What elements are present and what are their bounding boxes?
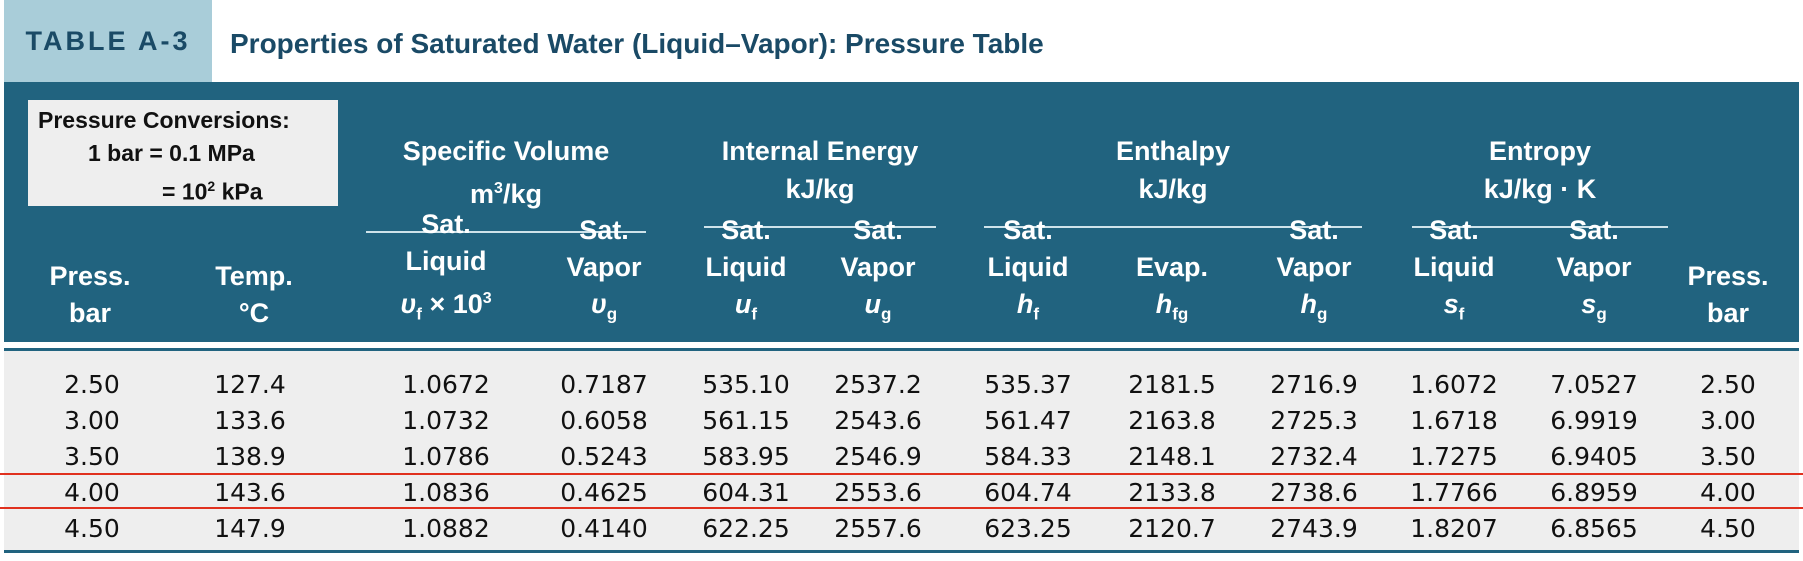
cell-press: 2.50 <box>64 370 120 399</box>
cell-temp: 138.9 <box>214 442 286 471</box>
cell-ug: 2546.9 <box>834 442 922 471</box>
cell-vg: 0.7187 <box>560 370 648 399</box>
cell-sf: 1.7766 <box>1410 478 1498 507</box>
conversion-line-mpa: 1 bar = 0.1 MPa <box>88 140 255 166</box>
group-entropy: Entropy kJ/kg · K <box>1412 132 1668 228</box>
cell-temp: 143.6 <box>214 478 286 507</box>
highlight-line-bottom <box>0 507 1803 509</box>
cell-vf: 1.0732 <box>402 406 490 435</box>
cell-vf: 1.0786 <box>402 442 490 471</box>
cell-sg: 6.9919 <box>1550 406 1638 435</box>
group-specific-volume: Specific Volume m3/kg <box>366 132 646 233</box>
cell-sf: 1.6718 <box>1410 406 1498 435</box>
cell-press: 4.00 <box>64 478 120 507</box>
cell-vf: 1.0672 <box>402 370 490 399</box>
col-press: Press. bar <box>49 261 131 328</box>
table-tag: TABLE A-3 <box>4 0 212 82</box>
cell-press-right: 4.00 <box>1700 478 1756 507</box>
cell-hfg: 2133.8 <box>1128 478 1216 507</box>
cell-vg: 0.4140 <box>560 514 648 543</box>
cell-hf: 561.47 <box>984 406 1072 435</box>
col-hfg: Evap. hfg <box>1135 251 1209 323</box>
cell-ug: 2543.6 <box>834 406 922 435</box>
cell-hg: 2732.4 <box>1270 442 1358 471</box>
col-vg: Sat. Vapor υg <box>566 214 642 323</box>
table-row: 3.50 138.9 1.0786 0.5243 583.95 2546.9 5… <box>4 439 1799 475</box>
cell-uf: 622.25 <box>702 514 790 543</box>
cell-sf: 1.7275 <box>1410 442 1498 471</box>
cell-vg: 0.4625 <box>560 478 648 507</box>
cell-vf: 1.0882 <box>402 514 490 543</box>
cell-uf: 561.15 <box>702 406 790 435</box>
group-internal-energy: Internal Energy kJ/kg <box>704 132 936 228</box>
cell-hf: 623.25 <box>984 514 1072 543</box>
conversion-heading: Pressure Conversions: <box>38 107 290 133</box>
cell-hf: 584.33 <box>984 442 1072 471</box>
conversion-line-kpa: = 102 kPa <box>162 178 263 205</box>
col-sg: Sat. Vapor sg <box>1556 214 1632 323</box>
cell-vg: 0.5243 <box>560 442 648 471</box>
cell-hf: 535.37 <box>984 370 1072 399</box>
cell-sg: 6.9405 <box>1550 442 1638 471</box>
cell-vf: 1.0836 <box>402 478 490 507</box>
col-ug: Sat. Vapor ug <box>840 214 916 323</box>
cell-hfg: 2148.1 <box>1128 442 1216 471</box>
cell-sf: 1.8207 <box>1410 514 1498 543</box>
cell-ug: 2557.6 <box>834 514 922 543</box>
cell-ug: 2553.6 <box>834 478 922 507</box>
cell-temp: 133.6 <box>214 406 286 435</box>
cell-hg: 2716.9 <box>1270 370 1358 399</box>
pressure-conversions-box: Pressure Conversions: 1 bar = 0.1 MPa = … <box>28 100 338 206</box>
highlight-line-top <box>0 473 1803 475</box>
cell-hfg: 2120.7 <box>1128 514 1216 543</box>
cell-press: 3.00 <box>64 406 120 435</box>
cell-press-right: 3.50 <box>1700 442 1756 471</box>
table-row: 2.50 127.4 1.0672 0.7187 535.10 2537.2 5… <box>4 367 1799 403</box>
cell-ug: 2537.2 <box>834 370 922 399</box>
cell-sg: 6.8959 <box>1550 478 1638 507</box>
table-row: 4.50 147.9 1.0882 0.4140 622.25 2557.6 6… <box>4 511 1799 547</box>
cell-uf: 583.95 <box>702 442 790 471</box>
cell-press: 4.50 <box>64 514 120 543</box>
table-row-highlighted: 4.00 143.6 1.0836 0.4625 604.31 2553.6 6… <box>4 475 1799 511</box>
cell-sf: 1.6072 <box>1410 370 1498 399</box>
cell-hf: 604.74 <box>984 478 1072 507</box>
cell-sg: 7.0527 <box>1550 370 1638 399</box>
cell-hg: 2725.3 <box>1270 406 1358 435</box>
cell-press: 3.50 <box>64 442 120 471</box>
table-body: 2.50 127.4 1.0672 0.7187 535.10 2537.2 5… <box>4 348 1799 553</box>
cell-temp: 147.9 <box>214 514 286 543</box>
cell-hg: 2738.6 <box>1270 478 1358 507</box>
col-sf: Sat. Liquid sf <box>1413 214 1495 323</box>
cell-uf: 604.31 <box>702 478 790 507</box>
col-hg: Sat. Vapor hg <box>1276 214 1352 323</box>
table-header: Pressure Conversions: 1 bar = 0.1 MPa = … <box>4 82 1799 342</box>
table-row: 3.00 133.6 1.0732 0.6058 561.15 2543.6 5… <box>4 403 1799 439</box>
col-press-right: Press. bar <box>1687 261 1769 328</box>
cell-press-right: 2.50 <box>1700 370 1756 399</box>
cell-vg: 0.6058 <box>560 406 648 435</box>
cell-sg: 6.8565 <box>1550 514 1638 543</box>
cell-hfg: 2181.5 <box>1128 370 1216 399</box>
col-uf: Sat. Liquid uf <box>705 214 787 323</box>
table-title: Properties of Saturated Water (Liquid–Va… <box>230 28 1044 59</box>
cell-uf: 535.10 <box>702 370 790 399</box>
cell-temp: 127.4 <box>214 370 286 399</box>
group-enthalpy: Enthalpy kJ/kg <box>984 132 1362 228</box>
cell-hfg: 2163.8 <box>1128 406 1216 435</box>
col-vf: Sat. Liquid υf × 103 <box>400 208 492 323</box>
header-separator <box>4 342 1799 348</box>
cell-hg: 2743.9 <box>1270 514 1358 543</box>
cell-press-right: 3.00 <box>1700 406 1756 435</box>
cell-press-right: 4.50 <box>1700 514 1756 543</box>
col-hf: Sat. Liquid hf <box>987 214 1069 323</box>
col-temp: Temp. °C <box>215 261 293 328</box>
